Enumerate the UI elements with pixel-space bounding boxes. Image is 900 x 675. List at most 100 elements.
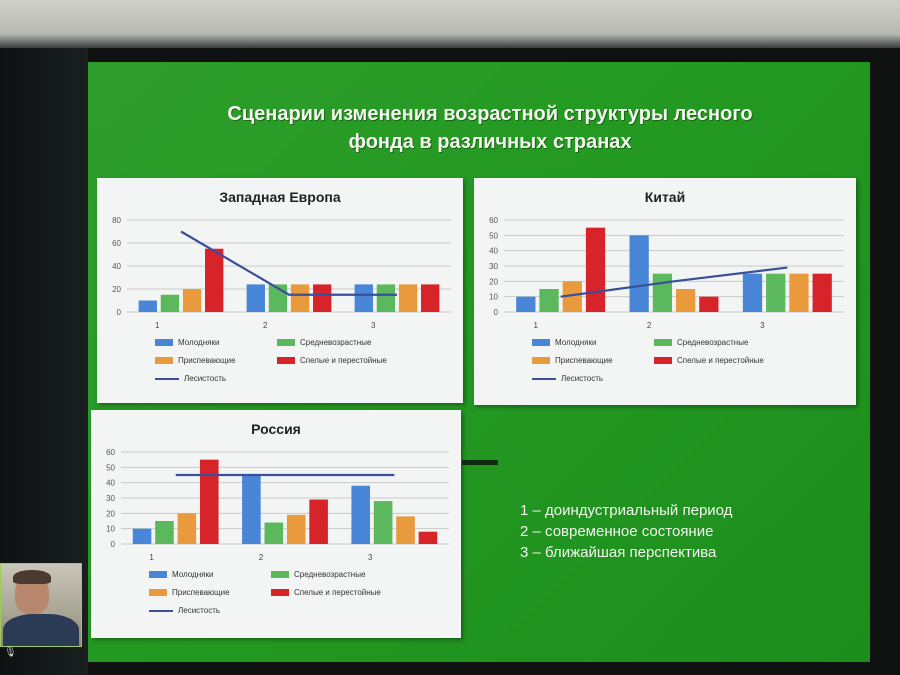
- period-note-2: 2 – современное состояние: [520, 523, 714, 540]
- bar: [351, 485, 371, 544]
- legend-item: Молодняки: [155, 338, 219, 347]
- chart-legend: Молодняки Средневозрастные Приспевающие Спе…: [474, 338, 856, 398]
- legend-label: Средневозрастные: [677, 338, 749, 347]
- legend-item: Средневозрастные: [654, 338, 748, 347]
- bar: [699, 296, 719, 312]
- person-video-icon: [3, 614, 79, 646]
- legend-item: Приспевающие: [155, 356, 236, 365]
- bar: [742, 273, 763, 312]
- bar: [789, 273, 809, 312]
- bar: [398, 284, 418, 312]
- webcam-thumbnail[interactable]: [0, 563, 82, 647]
- legend-swatch: [654, 339, 672, 346]
- legend-item: Спелые и перестойные: [277, 356, 387, 365]
- chart-svg: Китай 0 10 20 30 40 50 60 1 2 3: [489, 189, 844, 330]
- bar: [290, 284, 310, 312]
- y-tick-label: 60: [489, 216, 498, 225]
- y-tick-label: 0: [111, 540, 116, 549]
- y-tick-label: 10: [489, 293, 498, 302]
- bar: [155, 521, 174, 544]
- bar: [373, 501, 393, 544]
- legend-label: Приспевающие: [555, 356, 613, 365]
- x-tick-label: 1: [155, 321, 160, 330]
- legend-swatch: [271, 571, 289, 578]
- bar: [652, 273, 673, 312]
- y-tick-label: 50: [106, 463, 115, 472]
- chart-panel-russia: Россия 0 10 20 30 40 50 60 1 2 3 Молодняки Средневоз…: [91, 410, 461, 638]
- legend-label: Лесистость: [561, 374, 604, 383]
- legend-label: Спелые и перестойные: [300, 356, 387, 365]
- bar: [205, 248, 224, 312]
- y-tick-label: 30: [106, 494, 115, 503]
- bar: [313, 284, 332, 312]
- bar: [354, 284, 373, 312]
- legend-swatch: [277, 339, 295, 346]
- chart-title: Китай: [645, 189, 685, 205]
- bar: [286, 514, 306, 544]
- legend-swatch: [532, 357, 550, 364]
- legend-swatch: [149, 571, 167, 578]
- bar: [562, 281, 582, 312]
- legend-label: Молодняки: [555, 338, 597, 347]
- legend-swatch: [155, 377, 179, 380]
- legend-label: Спелые и перестойные: [677, 356, 764, 365]
- legend-swatch: [271, 589, 289, 596]
- y-tick-label: 30: [489, 262, 498, 271]
- legend-item: Средневозрастные: [271, 570, 365, 579]
- legend-label: Средневозрастные: [294, 570, 366, 579]
- chart-legend: Молодняки Средневозрастные Приспевающие Спе…: [91, 570, 461, 630]
- bar: [132, 528, 152, 544]
- bar: [421, 284, 440, 312]
- period-note-3: 3 – ближайшая перспектива: [520, 544, 717, 561]
- bar: [309, 499, 328, 544]
- y-tick-label: 0: [117, 308, 122, 317]
- chart-title: Западная Европа: [219, 189, 340, 205]
- bar: [246, 284, 265, 312]
- wall-background: [0, 0, 900, 48]
- y-tick-label: 60: [106, 448, 115, 457]
- legend-item: Спелые и перестойные: [654, 356, 764, 365]
- legend-swatch: [149, 609, 173, 612]
- y-tick-label: 60: [112, 239, 121, 248]
- legend-item: Приспевающие: [149, 588, 230, 597]
- y-tick-label: 40: [112, 262, 121, 271]
- chart-svg: Западная Европа 0 20 40 60 80 1 2 3: [112, 189, 451, 330]
- bar: [199, 459, 219, 544]
- x-tick-label: 2: [647, 321, 652, 330]
- legend-swatch: [654, 357, 672, 364]
- bar: [539, 289, 559, 312]
- x-tick-label: 3: [371, 321, 376, 330]
- period-note-1: 1 – доиндустриальный период: [520, 502, 733, 519]
- legend-item: Молодняки: [149, 570, 213, 579]
- x-tick-label: 3: [760, 321, 765, 330]
- chart-panel-china: Китай 0 10 20 30 40 50 60 1 2 3 Молодняки Средневозр…: [474, 178, 856, 405]
- bar: [418, 531, 438, 544]
- bar: [160, 294, 180, 312]
- y-tick-label: 50: [489, 231, 498, 240]
- bar: [242, 475, 261, 544]
- line-series: [180, 230, 397, 296]
- legend-swatch: [149, 589, 167, 596]
- legend-item: Молодняки: [532, 338, 596, 347]
- microphone-icon[interactable]: 🎙: [4, 647, 17, 658]
- bar: [675, 289, 696, 312]
- legend-label: Приспевающие: [178, 356, 236, 365]
- chart-svg: Россия 0 10 20 30 40 50 60 1 2 3: [106, 421, 449, 562]
- legend-item: Спелые и перестойные: [271, 588, 381, 597]
- bar: [396, 516, 415, 544]
- legend-label: Средневозрастные: [300, 338, 372, 347]
- y-tick-label: 20: [112, 285, 121, 294]
- x-tick-label: 1: [534, 321, 539, 330]
- bar: [585, 227, 606, 312]
- speaker-hair: [13, 570, 51, 584]
- legend-swatch: [532, 339, 550, 346]
- bar: [182, 289, 202, 312]
- legend-swatch: [277, 357, 295, 364]
- x-tick-label: 1: [149, 553, 154, 562]
- legend-label: Лесистость: [184, 374, 227, 383]
- legend-label: Молодняки: [172, 570, 214, 579]
- bar: [629, 235, 649, 312]
- bar: [138, 300, 157, 312]
- y-tick-label: 10: [106, 525, 115, 534]
- bar: [516, 296, 536, 312]
